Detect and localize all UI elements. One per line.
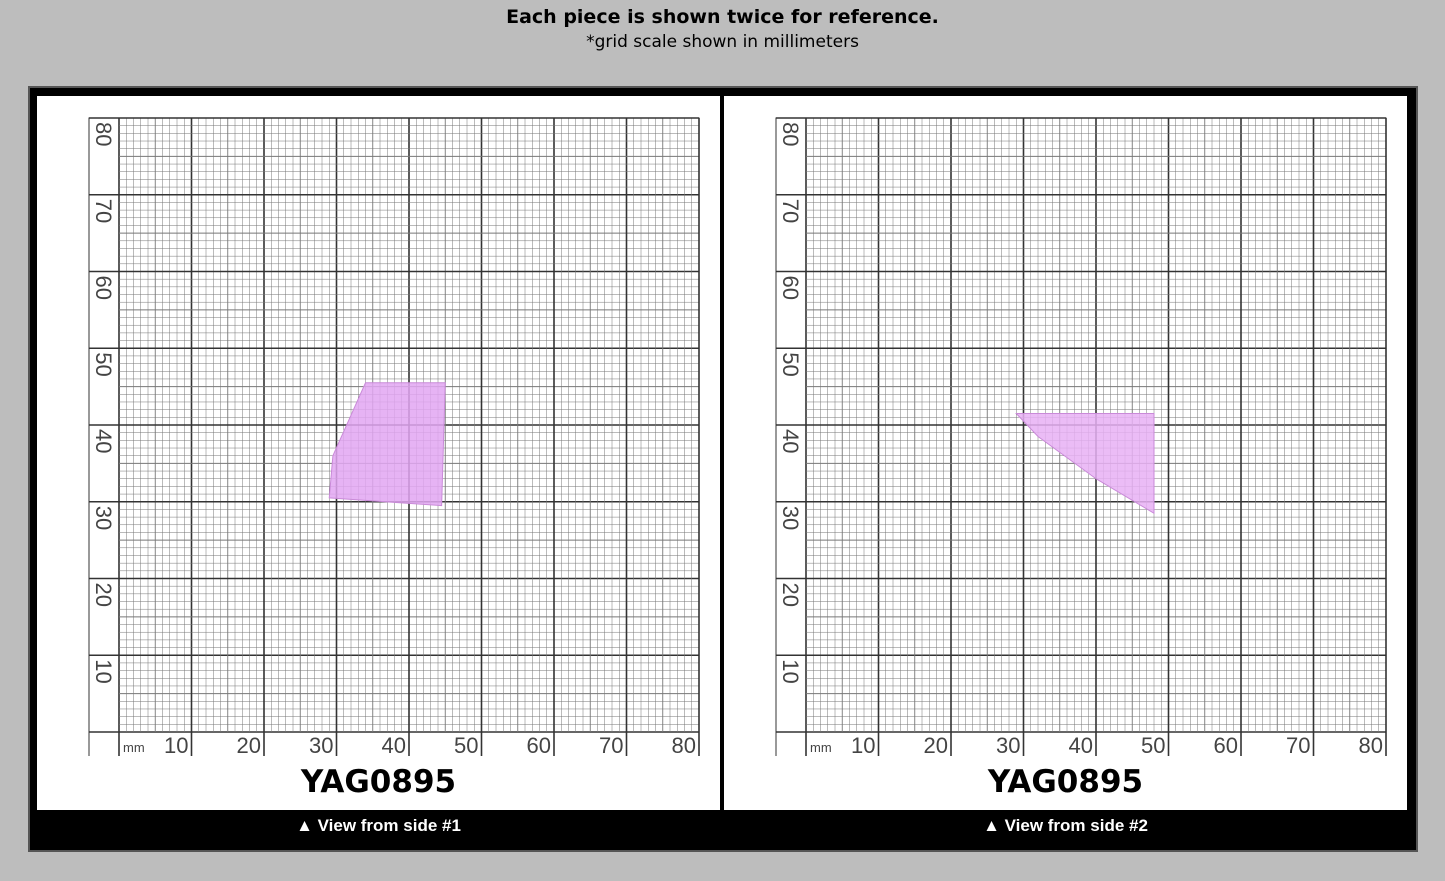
y-tick-label: 80 [778,122,803,146]
unit-label: mm [810,740,832,755]
x-tick-label: 30 [309,733,333,756]
x-tick-label: 80 [1359,733,1383,756]
panel-side-2: 10 20 30 40 50 60 70 80 mm 10 20 30 40 50 60 70 80 YAG08… [724,96,1407,810]
y-tick-label: 70 [91,199,116,223]
y-tick-label: 30 [778,506,803,530]
caption-side-1: ▲ View from side #1 [296,816,461,835]
unit-label: mm [123,740,145,755]
y-tick-label: 40 [778,429,803,453]
y-tick-label: 80 [91,122,116,146]
y-tick-label: 60 [91,276,116,300]
caption-side-2: ▲ View from side #2 [983,816,1148,835]
y-tick-label: 10 [778,659,803,683]
image-frame: 10 20 30 40 50 60 70 80 mm 10 20 30 40 50 60 70 80 YAG08… [28,86,1418,852]
mm-grid-side-2: 10 20 30 40 50 60 70 80 mm 10 20 30 40 50 60 70 80 [775,117,1387,756]
gemstone-image [328,382,446,507]
header-title: Each piece is shown twice for reference. [506,6,939,28]
y-tick-label: 70 [778,199,803,223]
x-tick-label: 70 [1286,733,1310,756]
y-tick-label: 20 [778,583,803,607]
x-tick-label: 60 [527,733,551,756]
x-tick-label: 50 [454,733,478,756]
x-tick-label: 30 [996,733,1020,756]
y-tick-label: 50 [778,352,803,376]
x-tick-label: 20 [924,733,948,756]
x-tick-label: 40 [1069,733,1093,756]
mm-grid-side-1: 10 20 30 40 50 60 70 80 mm 10 20 30 40 50 60 70 80 [88,117,700,756]
y-tick-label: 10 [91,659,116,683]
y-tick-label: 30 [91,506,116,530]
panel-side-1: 10 20 30 40 50 60 70 80 mm 10 20 30 40 50 60 70 80 YAG08… [37,96,720,810]
x-tick-label: 80 [672,733,696,756]
product-code-side-2: YAG0895 [987,764,1144,800]
x-tick-label: 10 [164,733,188,756]
x-tick-label: 20 [237,733,261,756]
x-tick-label: 60 [1214,733,1238,756]
y-tick-label: 20 [91,583,116,607]
y-tick-label: 60 [778,276,803,300]
product-code-side-1: YAG0895 [300,764,457,800]
x-tick-label: 70 [599,733,623,756]
x-tick-label: 50 [1141,733,1165,756]
x-tick-label: 40 [382,733,406,756]
page-header: Each piece is shown twice for reference.… [0,0,1445,86]
gemstone-image [1015,412,1155,515]
header-subtitle: *grid scale shown in millimeters [586,32,859,52]
y-tick-label: 50 [91,352,116,376]
y-tick-label: 40 [91,429,116,453]
x-tick-label: 10 [851,733,875,756]
